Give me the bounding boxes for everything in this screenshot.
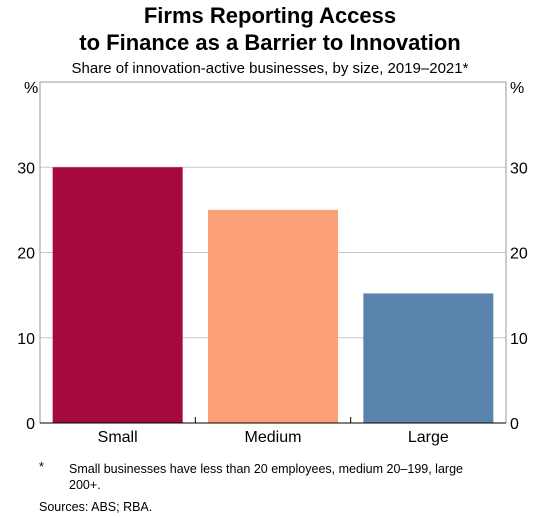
- footnote-note: Small businesses have less than 20 emplo…: [69, 462, 463, 492]
- y-tick-label-right: 30: [510, 160, 528, 177]
- x-category-label: Medium: [245, 429, 302, 446]
- bars: [52, 167, 494, 423]
- footnote-sources: Sources: ABS; RBA.: [39, 500, 153, 514]
- chart-title-line-2: to Finance as a Barrier to Innovation: [79, 30, 460, 55]
- y-tick-label-left: 30: [17, 160, 35, 177]
- y-tick-label-left: 10: [17, 331, 35, 348]
- y-unit-left: %: [24, 80, 38, 97]
- y-tick-label-right: 20: [510, 246, 528, 263]
- y-tick-label-right: 10: [510, 331, 528, 348]
- chart-title-line-1: Firms Reporting Access: [144, 3, 396, 28]
- y-tick-label-right: 0: [510, 416, 519, 433]
- y-tick-label-left: 20: [17, 246, 35, 263]
- bar-large: [363, 293, 494, 423]
- x-category-label: Small: [98, 429, 138, 446]
- footnote-marker: *: [39, 460, 44, 474]
- x-category-label: Large: [408, 429, 449, 446]
- axes: [39, 81, 507, 424]
- y-unit-right: %: [510, 80, 524, 97]
- chart-subtitle: Share of innovation-active businesses, b…: [72, 60, 469, 77]
- tick-labels: 0 0 10 10 20 20 30 30 Small Medium Large: [17, 160, 528, 446]
- bar-small: [52, 167, 183, 423]
- bar-medium: [208, 209, 338, 423]
- y-tick-label-left: 0: [26, 416, 35, 433]
